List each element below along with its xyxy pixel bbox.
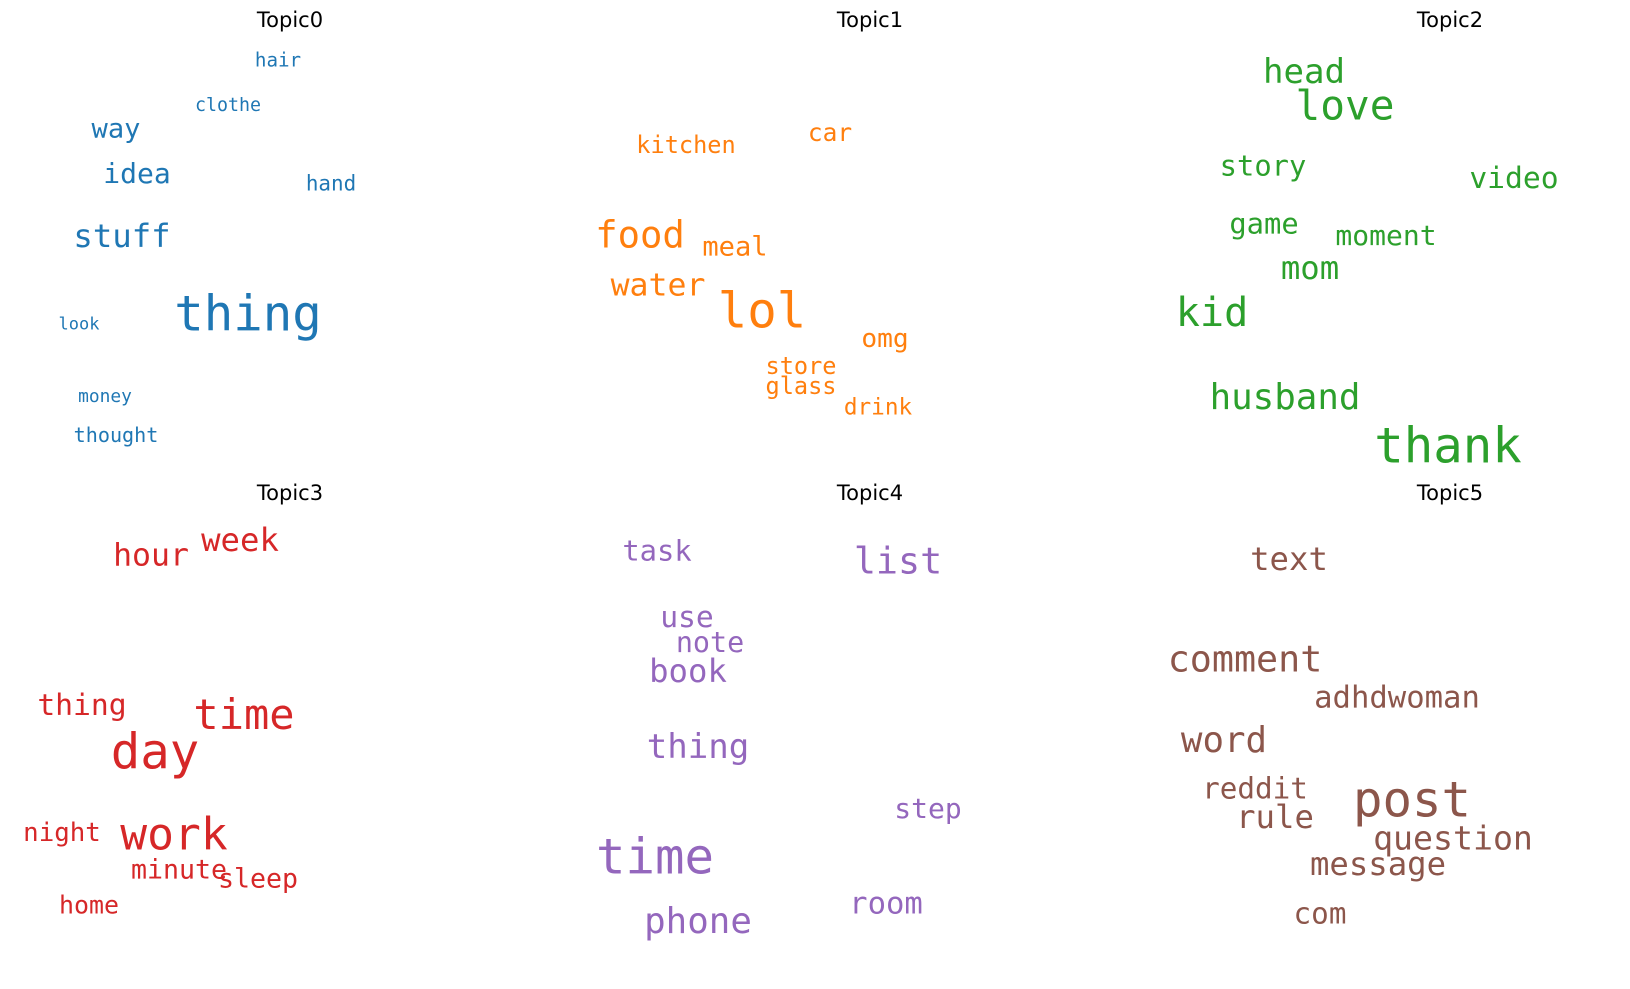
word-comment: comment xyxy=(1167,637,1323,681)
word-way: way xyxy=(91,113,141,145)
word-night: night xyxy=(23,818,101,849)
word-text: text xyxy=(1250,539,1328,578)
topic-panel-4: Topic4 time list phone thing book room use task n… xyxy=(580,473,1160,943)
word-video: video xyxy=(1469,161,1559,197)
word-thought: thought xyxy=(73,422,159,447)
panel-title: Topic1 xyxy=(836,8,904,32)
panel-title: Topic3 xyxy=(256,481,324,505)
topic-panel-2: Topic2 thank love kid husband head mom video sto… xyxy=(1160,0,1630,475)
word-stuff: stuff xyxy=(73,216,171,255)
word-car: car xyxy=(807,117,853,147)
word-use: use xyxy=(660,600,714,636)
word-thing: thing xyxy=(646,726,750,767)
word-look: look xyxy=(58,314,100,335)
word-thing: thing xyxy=(174,285,322,343)
word-note: note xyxy=(675,625,745,659)
word-reddit: reddit xyxy=(1202,771,1308,806)
word-hand: hand xyxy=(305,171,357,196)
word-idea: idea xyxy=(103,157,171,190)
word-money: money xyxy=(78,386,132,408)
panel-title: Topic2 xyxy=(1416,8,1484,32)
word-list: list xyxy=(853,539,943,583)
word-hair: hair xyxy=(254,48,302,72)
word-store: store xyxy=(765,352,837,381)
word-task: task xyxy=(622,533,692,568)
word-work: work xyxy=(120,808,228,861)
word-kitchen: kitchen xyxy=(636,131,736,160)
word-com: com xyxy=(1293,896,1347,931)
word-thing: thing xyxy=(37,688,127,724)
topic-panel-1: Topic1 lol food water meal omg car kitchen store… xyxy=(580,0,1160,470)
word-kid: kid xyxy=(1175,289,1249,336)
word-sleep: sleep xyxy=(217,863,299,895)
word-question: question xyxy=(1373,818,1533,858)
word-adhdwoman: adhdwoman xyxy=(1314,680,1480,716)
word-moment: moment xyxy=(1335,219,1437,252)
topic-panel-3: Topic3 day work time week hour thing sleep minut… xyxy=(0,473,580,943)
word-day: day xyxy=(110,723,200,781)
topic-panel-5: Topic5 post comment word question text rule mes… xyxy=(1160,473,1630,943)
word-story: story xyxy=(1219,148,1307,183)
topic-panel-0: Topic0 thing stuff idea way hand thought hair cl… xyxy=(0,0,580,470)
word-time: time xyxy=(193,690,295,739)
panel-title: Topic4 xyxy=(836,481,904,505)
word-head: head xyxy=(1262,51,1346,92)
word-food: food xyxy=(595,212,685,257)
word-game: game xyxy=(1229,206,1299,241)
word-minute: minute xyxy=(130,854,228,886)
word-home: home xyxy=(59,890,119,920)
word-word: word xyxy=(1180,720,1268,762)
word-phone: phone xyxy=(644,901,752,943)
word-thank: thank xyxy=(1374,417,1522,475)
word-drink: drink xyxy=(843,394,913,421)
word-mom: mom xyxy=(1280,248,1340,287)
word-book: book xyxy=(649,651,727,690)
word-omg: omg xyxy=(861,323,909,354)
word-meal: meal xyxy=(702,231,768,263)
word-lol: lol xyxy=(717,282,807,340)
word-love: love xyxy=(1295,81,1395,130)
word-rule: rule xyxy=(1236,797,1314,836)
word-time: time xyxy=(595,828,715,886)
word-message: message xyxy=(1309,844,1447,883)
word-post: post xyxy=(1352,771,1472,829)
word-step: step xyxy=(894,792,962,825)
panel-title: Topic5 xyxy=(1416,481,1484,505)
word-hour: hour xyxy=(113,537,189,574)
word-week: week xyxy=(201,520,279,559)
word-room: room xyxy=(849,886,923,922)
word-husband: husband xyxy=(1209,377,1361,419)
word-water: water xyxy=(610,267,706,304)
word-clothe: clothe xyxy=(194,94,262,116)
word-glass: glass xyxy=(765,372,837,401)
panel-title: Topic0 xyxy=(256,8,324,32)
